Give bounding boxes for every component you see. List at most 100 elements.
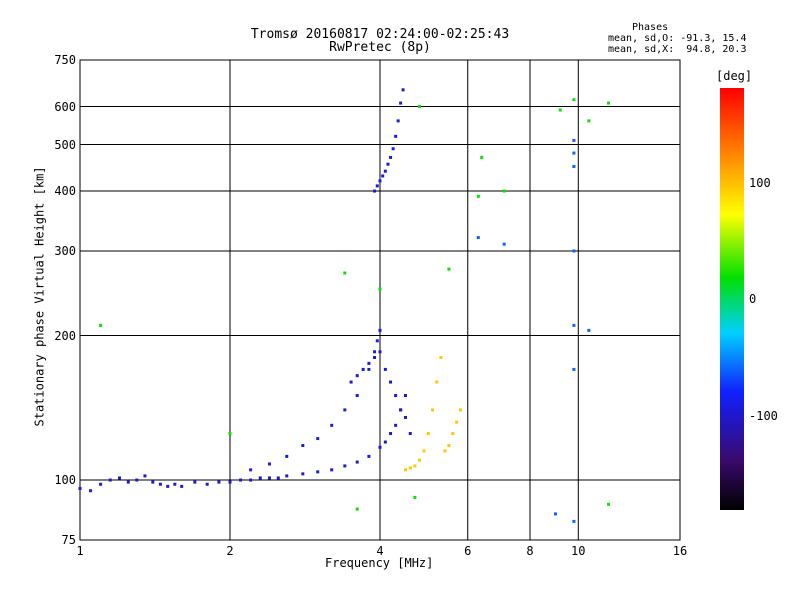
data-point [193, 480, 197, 484]
x-tick-label: 1 [76, 544, 84, 558]
data-point [180, 484, 184, 488]
data-point [301, 472, 305, 476]
data-point [276, 476, 280, 480]
colorbar-tick-0: 0 [749, 292, 757, 306]
data-point [173, 482, 177, 486]
x-tick-label: 6 [464, 544, 472, 558]
data-point [383, 440, 387, 444]
data-point [367, 367, 371, 371]
y-tick-label: 300 [54, 244, 76, 258]
data-point [239, 478, 243, 482]
data-point [476, 194, 480, 198]
data-point [413, 464, 417, 468]
data-point [458, 408, 462, 412]
data-point [389, 432, 393, 436]
data-point [135, 478, 139, 482]
data-point [607, 502, 611, 506]
phases-line-o: mean, sd,O: -91.3, 15.4 [608, 33, 747, 44]
data-point [330, 423, 334, 427]
data-point [330, 468, 334, 472]
data-point [403, 394, 407, 398]
data-point [396, 119, 400, 123]
data-point [572, 249, 576, 253]
data-point [378, 350, 382, 354]
data-point [378, 328, 382, 332]
data-point [386, 162, 390, 166]
data-point [439, 355, 443, 359]
x-tick-label: 8 [526, 544, 534, 558]
data-point [572, 367, 576, 371]
data-point [426, 432, 430, 436]
data-point [607, 101, 611, 105]
data-point [391, 147, 395, 151]
data-point [476, 236, 480, 240]
data-point [316, 470, 320, 474]
phases-heading: Phases [632, 22, 669, 33]
colorbar-tick-minus-100: -100 [749, 409, 778, 423]
data-point [316, 437, 320, 441]
data-point [394, 134, 398, 138]
data-point [413, 495, 417, 499]
data-point [378, 445, 382, 449]
data-point [399, 408, 403, 412]
data-point [361, 367, 365, 371]
colorbar-label: [deg] [716, 69, 753, 83]
data-point [343, 464, 347, 468]
x-axis-label: Frequency [MHz] [325, 556, 434, 570]
data-point [553, 512, 557, 516]
data-point [355, 374, 359, 378]
data-point [417, 458, 421, 462]
data-point [217, 480, 221, 484]
data-point [285, 454, 289, 458]
y-tick-label: 100 [54, 473, 76, 488]
data-point [355, 507, 359, 511]
data-point [205, 482, 209, 486]
y-axis-label: Stationary phase Virtual Height [km] [32, 166, 47, 427]
data-point [422, 449, 426, 453]
x-tick-label: 2 [226, 544, 234, 558]
data-point [99, 482, 103, 486]
data-point [355, 394, 359, 398]
data-point [89, 489, 93, 493]
data-point [431, 408, 435, 412]
data-point [408, 432, 412, 436]
y-tick-label: 500 [54, 137, 76, 152]
data-point [417, 105, 421, 109]
y-tick-label: 75 [61, 533, 76, 547]
data-point [451, 432, 455, 436]
data-point [381, 174, 385, 178]
x-tick-label: 16 [672, 544, 688, 558]
y-tick-label: 600 [54, 99, 76, 114]
data-point [367, 454, 371, 458]
data-point [572, 98, 576, 102]
data-point [572, 138, 576, 142]
data-point [126, 480, 130, 484]
data-point [558, 108, 562, 112]
data-point [166, 484, 170, 488]
data-point [285, 474, 289, 478]
data-point [143, 474, 147, 478]
data-point [401, 88, 405, 92]
data-point [399, 101, 403, 105]
data-point [383, 169, 387, 173]
data-point [394, 394, 398, 398]
data-point [228, 480, 232, 484]
data-point [349, 380, 353, 384]
data-point [447, 267, 451, 271]
data-point [408, 466, 412, 470]
data-point [572, 151, 576, 155]
data-point [587, 328, 591, 332]
plot-frame [79, 59, 681, 541]
data-point [301, 444, 305, 448]
data-point [228, 432, 232, 436]
data-point [389, 155, 393, 159]
data-point [249, 478, 253, 482]
data-point [572, 519, 576, 523]
data-point [373, 355, 377, 359]
data-point [373, 189, 377, 193]
data-point [367, 361, 371, 365]
data-point [443, 449, 447, 453]
data-point [117, 476, 121, 480]
colorbar-tick-100: 100 [749, 176, 771, 190]
